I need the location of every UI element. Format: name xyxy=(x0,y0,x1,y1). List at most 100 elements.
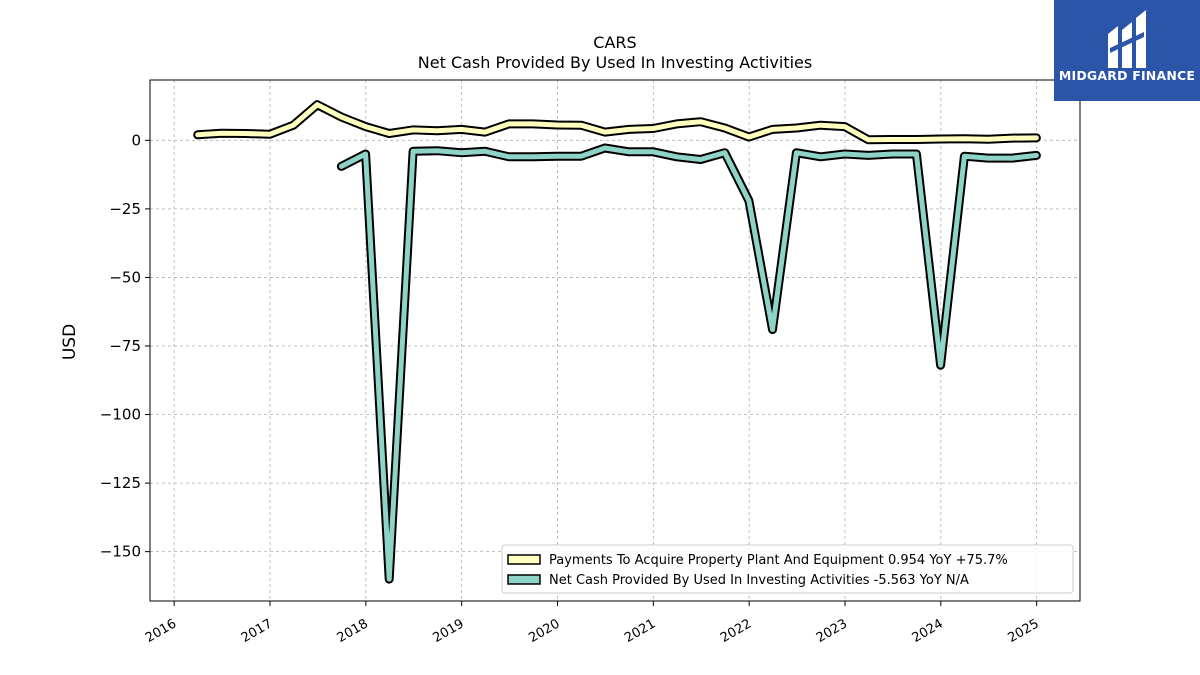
legend-box xyxy=(501,544,1074,594)
midgard-logo-icon xyxy=(1108,10,1146,68)
x-tick-label: 2020 xyxy=(526,616,562,646)
series-1-point xyxy=(507,155,510,158)
y-tick-label: −125 xyxy=(100,474,141,492)
x-axis: 2016 2017 2018 2019 2020 2021 2022 2023 2024 2025 xyxy=(143,601,1042,646)
series-0-point xyxy=(244,132,247,135)
y-tick-label: −150 xyxy=(100,543,141,561)
series-0-point xyxy=(652,127,655,130)
series-0-point xyxy=(507,122,510,125)
series-1-point xyxy=(652,150,655,153)
x-tick-label: 2022 xyxy=(718,616,754,646)
series-0-point xyxy=(268,133,271,136)
series-1-line xyxy=(338,145,1039,582)
series-1-point xyxy=(795,151,798,154)
series-0-point xyxy=(556,123,559,126)
series-0-point xyxy=(1035,136,1038,139)
series-0-point xyxy=(627,128,630,131)
series-0-point xyxy=(603,131,606,134)
series-0-point xyxy=(412,128,415,131)
y-tick-label: −75 xyxy=(109,337,141,355)
series-0-point xyxy=(675,122,678,125)
x-tick-label: 2024 xyxy=(910,616,946,646)
plot-frame xyxy=(149,79,1081,602)
series-1-point xyxy=(1011,157,1014,160)
series-1-point xyxy=(1035,154,1038,157)
x-tick-label: 2023 xyxy=(814,616,850,646)
series-0-point xyxy=(1011,137,1014,140)
chart-subtitle: Net Cash Provided By Used In Investing A… xyxy=(418,53,812,72)
legend-swatch xyxy=(507,554,541,565)
series-1-point xyxy=(867,154,870,157)
series-layer xyxy=(193,100,1041,584)
y-tick-label: −100 xyxy=(100,406,141,424)
series-1-point xyxy=(699,158,702,161)
series-1-point xyxy=(843,153,846,156)
series-0-point xyxy=(532,122,535,125)
series-1-point xyxy=(484,150,487,153)
series-0-point xyxy=(388,132,391,135)
series-0-point xyxy=(292,124,295,127)
y-axis: 0 −25 −50 −75 −100 −125 −150 xyxy=(100,131,150,561)
series-0-point xyxy=(939,137,942,140)
series-0-point xyxy=(699,120,702,123)
series-1-point xyxy=(364,153,367,156)
y-tick-label: −25 xyxy=(109,200,141,218)
brand-name: MIDGARD FINANCE xyxy=(1058,68,1196,83)
series-1-outline xyxy=(336,143,1041,584)
series-0-point xyxy=(843,125,846,128)
y-tick-label: 0 xyxy=(131,131,141,149)
x-tick-label: 2018 xyxy=(335,616,371,646)
series-0-point xyxy=(723,126,726,129)
series-1-point xyxy=(747,199,750,202)
series-0-point xyxy=(364,125,367,128)
series-1-point xyxy=(915,153,918,156)
series-0-point xyxy=(747,136,750,139)
series-0-line xyxy=(195,102,1039,143)
series-0-point xyxy=(987,138,990,141)
series-0-point xyxy=(580,124,583,127)
x-tick-label: 2017 xyxy=(239,616,275,646)
series-1-point xyxy=(939,364,942,367)
x-tick-label: 2019 xyxy=(431,616,467,646)
legend: Payments To Acquire Property Plant And E… xyxy=(501,544,1074,594)
series-1-point xyxy=(388,578,391,581)
series-0-point xyxy=(915,138,918,141)
series-1-point xyxy=(771,328,774,331)
series-0-point xyxy=(196,133,199,136)
series-0-point xyxy=(316,103,319,106)
series-1-point xyxy=(556,155,559,158)
series-1-point xyxy=(963,155,966,158)
series-0-point xyxy=(867,138,870,141)
chart-title: CARS xyxy=(593,33,636,52)
x-tick-label: 2021 xyxy=(622,616,658,646)
series-0-point xyxy=(963,137,966,140)
x-tick-label: 2016 xyxy=(143,616,179,646)
series-1-point xyxy=(532,155,535,158)
series-0-point xyxy=(436,129,439,132)
series-1-point xyxy=(603,147,606,150)
series-1-point xyxy=(627,150,630,153)
series-1-point xyxy=(340,165,343,168)
series-1-point xyxy=(987,157,990,160)
y-tick-label: −50 xyxy=(109,268,141,286)
series-1-point xyxy=(891,153,894,156)
series-1-point xyxy=(819,155,822,158)
brand-logo: MIDGARD FINANCE xyxy=(1054,0,1200,101)
series-0-point xyxy=(340,116,343,119)
x-tick-label: 2025 xyxy=(1006,616,1042,646)
series-0-point xyxy=(484,131,487,134)
series-0-point xyxy=(891,138,894,141)
y-axis-label: USD xyxy=(60,324,80,360)
series-0-point xyxy=(220,132,223,135)
series-1-point xyxy=(436,149,439,152)
series-1-point xyxy=(675,155,678,158)
legend-swatch xyxy=(507,574,541,585)
series-0-point xyxy=(795,126,798,129)
legend-label: Net Cash Provided By Used In Investing A… xyxy=(549,573,969,588)
series-1-point xyxy=(460,151,463,154)
series-0-point xyxy=(819,124,822,127)
legend-label: Payments To Acquire Property Plant And E… xyxy=(549,553,1008,568)
series-1-point xyxy=(723,151,726,154)
series-0-point xyxy=(460,128,463,131)
series-1-point xyxy=(580,155,583,158)
